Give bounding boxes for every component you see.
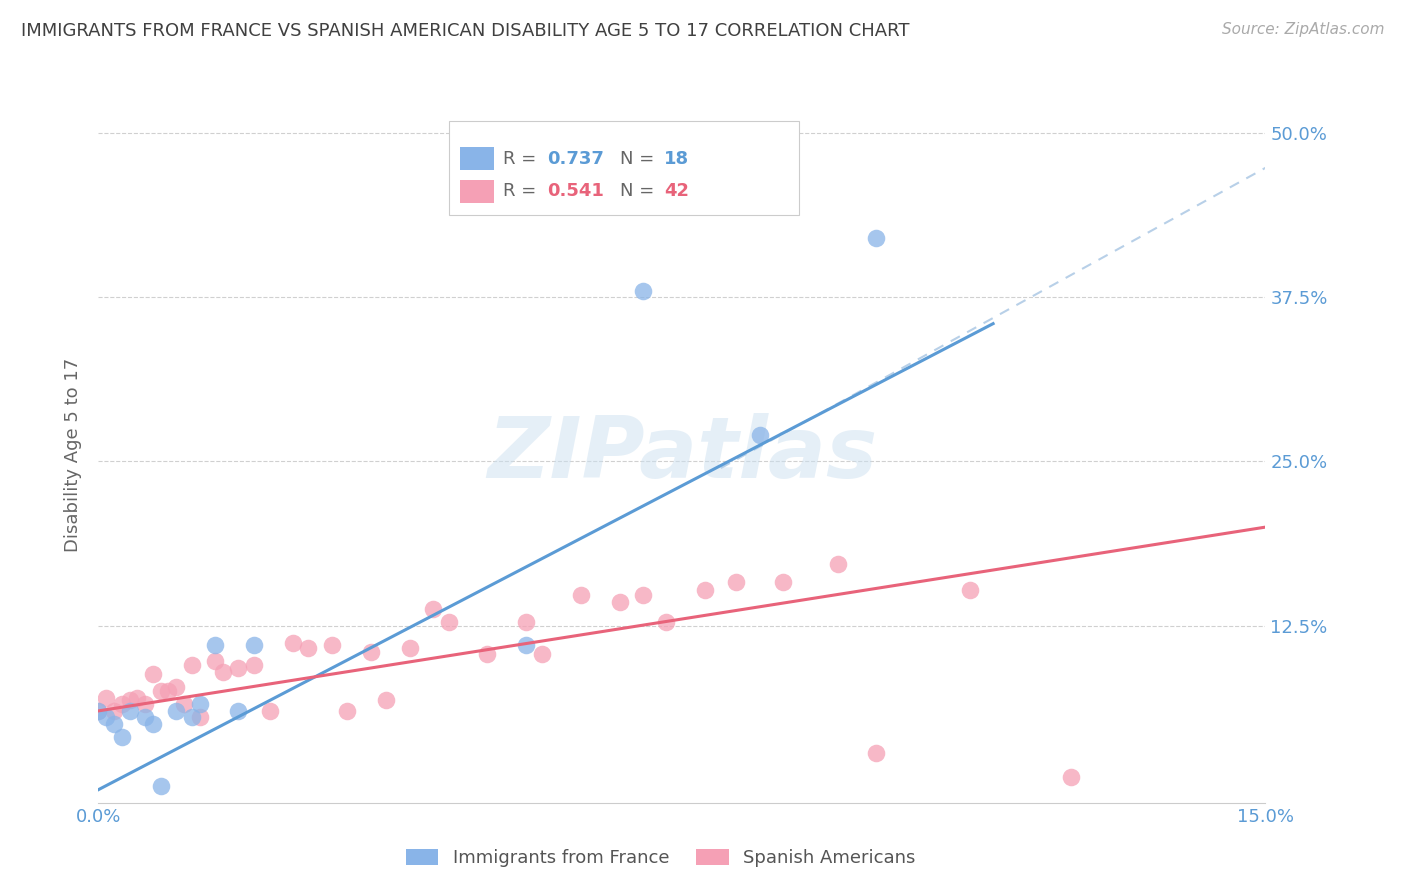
Point	[375, 693, 398, 707]
Point	[959, 583, 981, 598]
Point	[515, 638, 537, 652]
Point	[865, 746, 887, 760]
Point	[243, 638, 266, 652]
Point	[188, 710, 211, 724]
FancyBboxPatch shape	[449, 121, 799, 215]
Text: N =: N =	[620, 150, 659, 168]
Point	[695, 583, 717, 598]
Point	[118, 704, 141, 718]
Point	[360, 645, 382, 659]
Point	[655, 615, 678, 629]
Point	[127, 690, 149, 705]
Point	[437, 615, 460, 629]
Point	[865, 231, 887, 245]
Point	[631, 588, 654, 602]
Text: ZIPatlas: ZIPatlas	[486, 413, 877, 497]
Point	[748, 428, 770, 442]
Point	[477, 648, 499, 662]
FancyBboxPatch shape	[460, 147, 494, 169]
Point	[204, 654, 226, 668]
Point	[281, 635, 304, 649]
Point	[321, 638, 343, 652]
Point	[87, 704, 110, 718]
Point	[259, 704, 281, 718]
Point	[515, 615, 537, 629]
Point	[569, 588, 592, 602]
Point	[228, 704, 250, 718]
Text: 42: 42	[664, 182, 689, 201]
Point	[134, 698, 156, 712]
Text: R =: R =	[503, 150, 543, 168]
Point	[142, 667, 165, 681]
Text: 0.737: 0.737	[547, 150, 605, 168]
Point	[173, 698, 195, 712]
Text: N =: N =	[620, 182, 659, 201]
Point	[96, 690, 118, 705]
Point	[118, 693, 141, 707]
Point	[336, 704, 359, 718]
Point	[149, 779, 172, 793]
Text: Source: ZipAtlas.com: Source: ZipAtlas.com	[1222, 22, 1385, 37]
Point	[103, 704, 125, 718]
Point	[772, 575, 794, 590]
Point	[631, 284, 654, 298]
Point	[204, 638, 226, 652]
Point	[297, 640, 319, 655]
Text: IMMIGRANTS FROM FRANCE VS SPANISH AMERICAN DISABILITY AGE 5 TO 17 CORRELATION CH: IMMIGRANTS FROM FRANCE VS SPANISH AMERIC…	[21, 22, 910, 40]
Point	[142, 717, 165, 731]
Point	[180, 710, 202, 724]
Point	[157, 684, 180, 698]
Point	[212, 665, 235, 679]
Point	[87, 704, 110, 718]
Legend: Immigrants from France, Spanish Americans: Immigrants from France, Spanish American…	[399, 841, 922, 874]
Point	[96, 710, 118, 724]
Point	[180, 657, 202, 672]
Point	[243, 657, 266, 672]
Point	[165, 704, 187, 718]
Point	[111, 698, 134, 712]
Point	[609, 595, 631, 609]
Point	[725, 575, 748, 590]
Text: 18: 18	[664, 150, 689, 168]
Point	[398, 640, 420, 655]
Point	[149, 684, 172, 698]
Point	[228, 660, 250, 674]
Text: R =: R =	[503, 182, 543, 201]
Point	[111, 730, 134, 744]
FancyBboxPatch shape	[460, 180, 494, 202]
Point	[422, 601, 444, 615]
Y-axis label: Disability Age 5 to 17: Disability Age 5 to 17	[65, 358, 83, 552]
Text: 0.541: 0.541	[547, 182, 605, 201]
Point	[165, 680, 187, 694]
Point	[827, 557, 849, 571]
Point	[530, 648, 553, 662]
Point	[188, 698, 211, 712]
Point	[1060, 770, 1083, 784]
Point	[134, 710, 156, 724]
Point	[103, 717, 125, 731]
